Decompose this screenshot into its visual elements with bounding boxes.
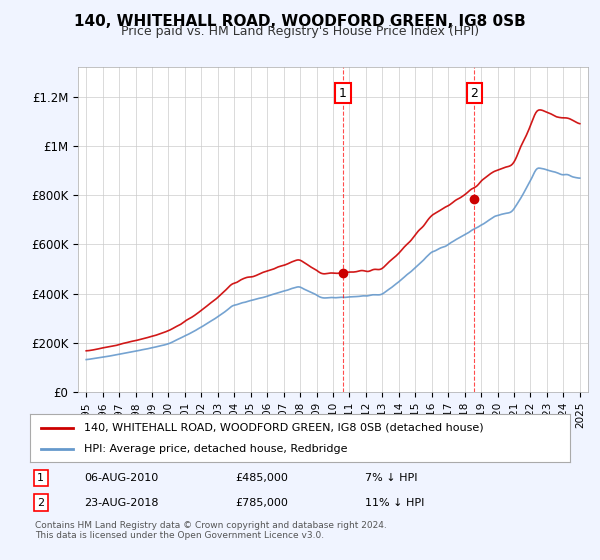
Text: 2: 2 (470, 87, 478, 100)
Text: 1: 1 (339, 87, 347, 100)
Text: 06-AUG-2010: 06-AUG-2010 (84, 473, 158, 483)
Text: £785,000: £785,000 (235, 498, 288, 507)
Text: Contains HM Land Registry data © Crown copyright and database right 2024.
This d: Contains HM Land Registry data © Crown c… (35, 521, 387, 540)
Text: 7% ↓ HPI: 7% ↓ HPI (365, 473, 418, 483)
Text: 23-AUG-2018: 23-AUG-2018 (84, 498, 158, 507)
Text: £485,000: £485,000 (235, 473, 288, 483)
Text: 140, WHITEHALL ROAD, WOODFORD GREEN, IG8 0SB: 140, WHITEHALL ROAD, WOODFORD GREEN, IG8… (74, 14, 526, 29)
Text: 11% ↓ HPI: 11% ↓ HPI (365, 498, 424, 507)
Text: 1: 1 (37, 473, 44, 483)
Text: HPI: Average price, detached house, Redbridge: HPI: Average price, detached house, Redb… (84, 444, 347, 454)
Text: 2: 2 (37, 498, 44, 507)
Text: 140, WHITEHALL ROAD, WOODFORD GREEN, IG8 0SB (detached house): 140, WHITEHALL ROAD, WOODFORD GREEN, IG8… (84, 423, 484, 433)
Text: Price paid vs. HM Land Registry's House Price Index (HPI): Price paid vs. HM Land Registry's House … (121, 25, 479, 38)
